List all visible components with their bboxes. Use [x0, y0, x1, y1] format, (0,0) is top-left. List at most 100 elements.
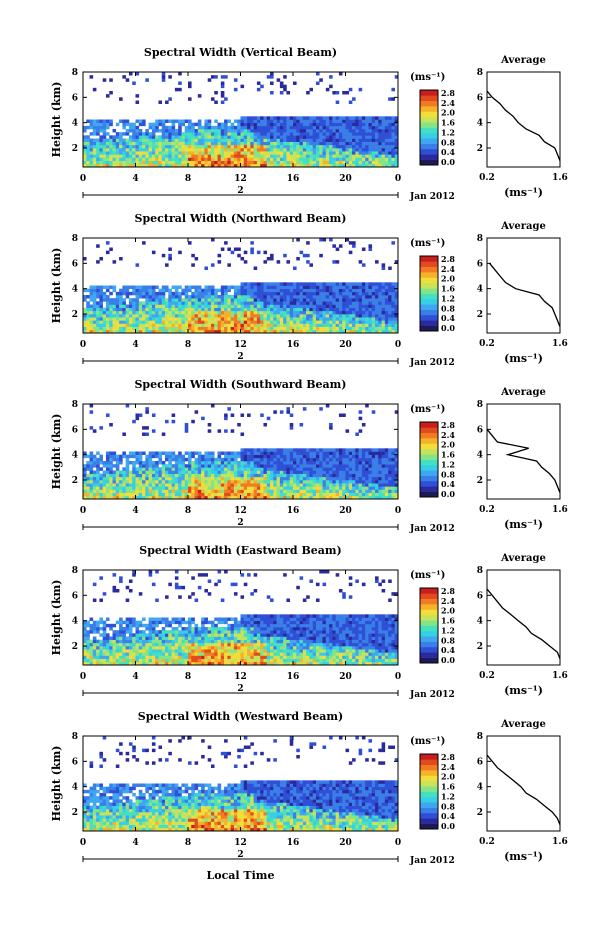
heatmap-cell: [306, 132, 310, 135]
heatmap-cell: [257, 311, 261, 314]
heatmap-cell: [296, 327, 300, 330]
heatmap-cell: [273, 320, 277, 323]
heatmap-cell: [342, 471, 346, 474]
heatmap-cell: [391, 97, 395, 100]
heatmap-cell: [241, 483, 245, 486]
heatmap-cell: [316, 320, 320, 323]
heatmap-cell: [263, 474, 267, 477]
heatmap-cell: [323, 151, 327, 154]
heatmap-cell: [155, 464, 159, 467]
heatmap-cell: [270, 314, 274, 317]
heatmap-cell: [129, 145, 133, 148]
heatmap-cell: [290, 477, 294, 480]
heatmap-cell: [132, 301, 136, 304]
heatmap-cell: [201, 471, 205, 474]
heatmap-cell: [323, 139, 327, 142]
heatmap-cell: [257, 289, 261, 292]
heatmap-cell: [231, 129, 235, 132]
heatmap-cell: [382, 483, 386, 486]
heatmap-cell: [273, 158, 277, 161]
heatmap-cell: [332, 464, 336, 467]
heatmap-cell: [244, 139, 248, 142]
heatmap-cell: [234, 305, 238, 308]
heatmap-cell: [316, 72, 320, 75]
heatmap-cell: [172, 126, 176, 129]
heatmap-cell: [93, 652, 97, 655]
heatmap-cell: [319, 289, 323, 292]
heatmap-cell: [231, 471, 235, 474]
heatmap-cell: [234, 286, 238, 289]
heatmap-cell: [175, 467, 179, 470]
heatmap-cell: [195, 148, 199, 151]
heatmap-cell: [316, 471, 320, 474]
heatmap-cell: [93, 317, 97, 320]
heatmap-cell: [365, 311, 369, 314]
heatmap-cell: [139, 135, 143, 138]
heatmap-cell: [106, 295, 110, 298]
heatmap-cell: [83, 649, 87, 652]
heatmap-cell: [126, 477, 130, 480]
heatmap-cell: [214, 461, 218, 464]
heatmap-cell: [296, 471, 300, 474]
heatmap-cell: [286, 292, 290, 295]
heatmap-cell: [227, 135, 231, 138]
heatmap-cell: [191, 305, 195, 308]
heatmap-cell: [332, 151, 336, 154]
heatmap-cell: [136, 301, 140, 304]
heatmap-cell: [132, 452, 136, 455]
heatmap-cell: [214, 314, 218, 317]
heatmap-cell: [227, 452, 231, 455]
heatmap-cell: [339, 126, 343, 129]
heatmap-cell: [241, 139, 245, 142]
heatmap-cell: [162, 286, 166, 289]
heatmap-cell: [257, 123, 261, 126]
heatmap-cell: [208, 151, 212, 154]
heatmap-cell: [103, 471, 107, 474]
heatmap-cell: [316, 474, 320, 477]
heatmap-cell: [188, 455, 192, 458]
heatmap-cell: [181, 145, 185, 148]
heatmap-cell: [221, 286, 225, 289]
heatmap-cell: [116, 471, 120, 474]
colorbar-swatch: [420, 95, 438, 101]
heatmap-cell: [293, 295, 297, 298]
heatmap-cell: [119, 490, 123, 493]
heatmap-cell: [368, 448, 372, 451]
heatmap-cell: [113, 151, 117, 154]
heatmap-cell: [162, 324, 166, 327]
heatmap-cell: [119, 621, 123, 624]
colorbar-tick-label: 1.2: [441, 293, 455, 303]
heatmap-cell: [83, 158, 87, 161]
average-x-tick-label: 0.2: [479, 339, 495, 349]
heatmap-cell: [162, 480, 166, 483]
average-y-tick-label: 6: [477, 425, 483, 435]
heatmap-cell: [119, 314, 123, 317]
heatmap-cell: [208, 161, 212, 164]
heatmap-cell: [332, 327, 336, 330]
heatmap-cell: [132, 324, 136, 327]
heatmap-cell: [336, 327, 340, 330]
heatmap-cell: [286, 139, 290, 142]
heatmap-cell: [267, 455, 271, 458]
colorbar-tick-label: 0.4: [441, 147, 455, 157]
heatmap-cell: [129, 480, 133, 483]
heatmap-cell: [109, 305, 113, 308]
heatmap-cell: [119, 139, 123, 142]
heatmap-cell: [142, 132, 146, 135]
heatmap-cell: [385, 305, 389, 308]
heatmap-cell: [178, 286, 182, 289]
heatmap-cell: [277, 260, 281, 263]
heatmap-cell: [313, 139, 317, 142]
heatmap-cell: [372, 461, 376, 464]
heatmap-cell: [382, 148, 386, 151]
heatmap-cell: [139, 455, 143, 458]
heatmap-cell: [185, 132, 189, 135]
heatmap-cell: [185, 142, 189, 145]
heatmap-cell: [198, 132, 202, 135]
heatmap-cell: [165, 452, 169, 455]
heatmap-cell: [201, 467, 205, 470]
heatmap-cell: [336, 464, 340, 467]
heatmap-cell: [296, 126, 300, 129]
heatmap-cell: [119, 311, 123, 314]
heatmap-cell: [336, 295, 340, 298]
